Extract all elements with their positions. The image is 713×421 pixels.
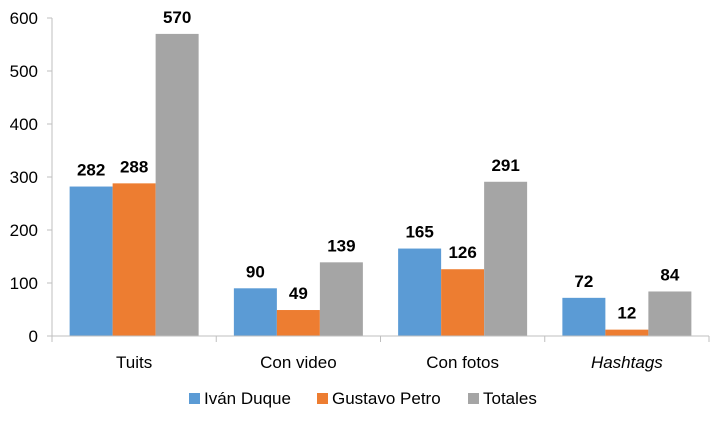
y-tick-label: 400 xyxy=(10,115,38,134)
data-label: 570 xyxy=(163,8,191,27)
x-axis: Tuits Con video Con fotos Hashtags xyxy=(51,335,710,372)
data-label: 126 xyxy=(448,243,476,262)
legend-swatch xyxy=(317,393,328,404)
data-label: 291 xyxy=(491,156,519,175)
y-tick-label: 500 xyxy=(10,62,38,81)
y-tick-label: 600 xyxy=(10,9,38,28)
y-tick-label: 100 xyxy=(10,274,38,293)
bar xyxy=(398,248,442,336)
data-label: 165 xyxy=(405,223,433,242)
bar xyxy=(562,297,606,336)
x-category-label: Con fotos xyxy=(426,353,499,372)
bar xyxy=(233,288,277,336)
bars-group xyxy=(69,33,692,337)
bar xyxy=(441,269,485,336)
legend-label: Iván Duque xyxy=(204,389,291,408)
data-label: 282 xyxy=(77,161,105,180)
bar xyxy=(69,186,113,336)
data-label: 49 xyxy=(289,284,308,303)
y-tick-label: 0 xyxy=(29,327,38,346)
data-label: 288 xyxy=(120,157,148,176)
legend-swatch xyxy=(468,393,479,404)
legend: Iván Duque Gustavo Petro Totales xyxy=(189,389,537,408)
data-label: 72 xyxy=(574,272,593,291)
data-label: 12 xyxy=(617,304,636,323)
bar xyxy=(648,291,692,336)
y-tick-label: 300 xyxy=(10,168,38,187)
bar xyxy=(112,183,156,336)
y-axis: 0 100 200 300 400 500 600 xyxy=(10,9,53,346)
data-label: 84 xyxy=(660,265,679,284)
x-category-label: Tuits xyxy=(116,353,152,372)
x-category-label: Hashtags xyxy=(591,353,663,372)
legend-label: Gustavo Petro xyxy=(332,389,441,408)
legend-swatch xyxy=(189,393,200,404)
y-tick-label: 200 xyxy=(10,221,38,240)
data-label: 90 xyxy=(246,262,265,281)
data-labels-group: 282 288 570 90 49 139 165 126 291 72 12 84 xyxy=(77,8,680,323)
bar xyxy=(484,181,528,336)
bar xyxy=(319,262,363,336)
legend-label: Totales xyxy=(483,389,537,408)
x-category-label: Con video xyxy=(260,353,337,372)
data-label: 139 xyxy=(327,236,355,255)
bar xyxy=(155,33,199,337)
bar xyxy=(276,310,320,336)
bar xyxy=(605,329,649,336)
